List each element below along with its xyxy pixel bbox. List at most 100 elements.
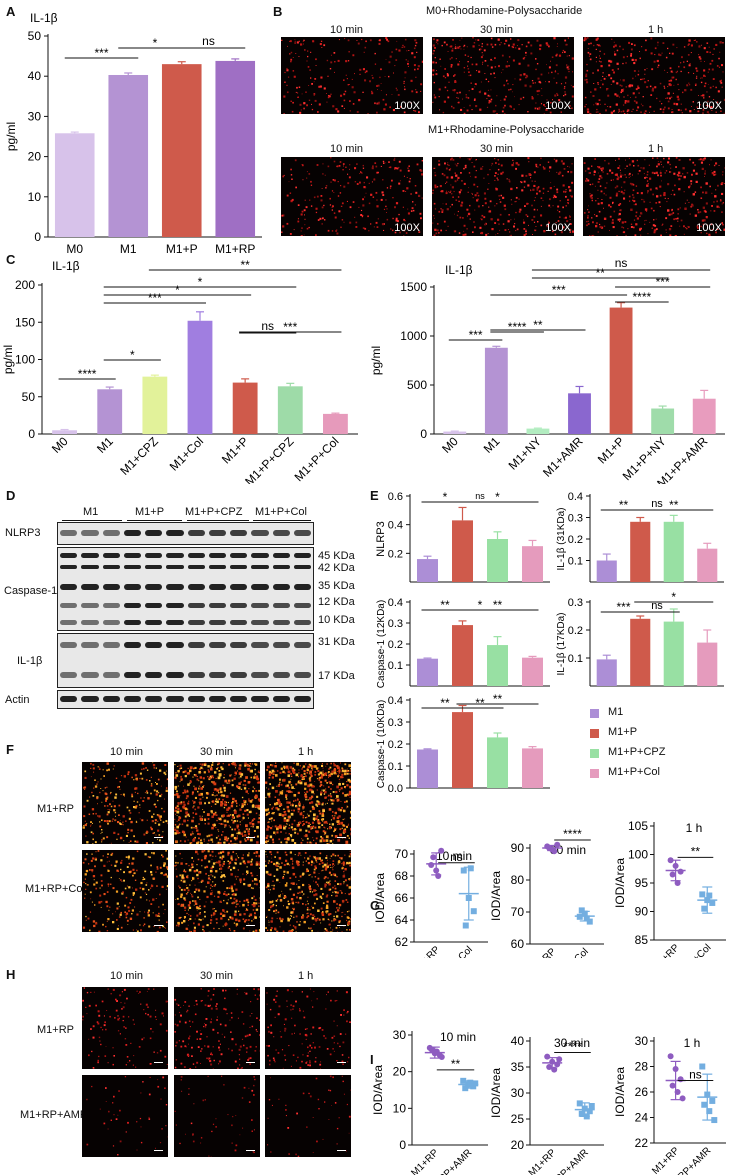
speckle — [295, 773, 299, 777]
speckle — [256, 835, 259, 838]
speckle — [193, 802, 195, 804]
speckle — [223, 789, 226, 792]
speckle — [441, 190, 444, 193]
speckle — [723, 98, 725, 101]
significance-label: *** — [552, 283, 566, 297]
speckle — [506, 178, 508, 180]
speckle — [179, 823, 181, 825]
speckle — [184, 791, 187, 794]
speckle — [672, 43, 675, 46]
speckle — [515, 200, 517, 203]
speckle — [221, 857, 223, 860]
speckle — [544, 106, 546, 107]
speckle — [528, 224, 529, 226]
speckle — [199, 763, 201, 765]
speckle — [156, 790, 159, 793]
speckle — [515, 167, 517, 170]
speckle — [146, 769, 149, 771]
speckle — [334, 815, 336, 817]
speckle — [212, 855, 214, 857]
speckle — [404, 71, 407, 74]
speckle — [361, 209, 363, 211]
speckle — [654, 47, 657, 50]
speckle — [238, 910, 240, 912]
speckle — [559, 171, 562, 174]
speckle — [587, 215, 589, 217]
speckle — [490, 98, 493, 101]
speckle — [326, 774, 327, 776]
speckle — [287, 768, 289, 770]
speckle — [480, 218, 482, 220]
speckle — [278, 794, 280, 796]
speckle — [500, 164, 503, 167]
speckle — [309, 810, 312, 813]
speckle — [392, 229, 394, 232]
speckle — [649, 105, 652, 108]
speckle — [694, 39, 696, 41]
speckle — [162, 855, 164, 858]
speckle — [457, 176, 460, 179]
speckle — [227, 853, 230, 856]
speckle — [265, 840, 267, 842]
speckle — [465, 164, 467, 167]
speckle — [182, 792, 185, 794]
speckle — [158, 919, 160, 921]
speckle — [259, 771, 260, 774]
speckle — [327, 96, 330, 99]
speckle — [233, 837, 236, 840]
data-point — [470, 908, 477, 915]
speckle — [583, 162, 586, 164]
speckle — [301, 227, 303, 229]
speckle — [635, 203, 637, 206]
speckle — [236, 832, 238, 835]
blot-band — [208, 672, 226, 678]
speckle — [229, 774, 232, 777]
speckle — [395, 202, 399, 205]
speckle — [336, 785, 339, 789]
speckle — [467, 55, 469, 57]
speckle — [447, 96, 450, 99]
blot-band — [123, 642, 141, 648]
speckle — [673, 172, 676, 175]
speckle — [403, 175, 405, 177]
speckle — [143, 917, 145, 919]
speckle — [305, 775, 307, 778]
speckle — [232, 821, 235, 824]
speckle — [592, 183, 594, 185]
speckle — [329, 826, 332, 829]
speckle — [83, 805, 86, 808]
speckle — [342, 862, 345, 865]
speckle — [482, 205, 484, 207]
speckle — [700, 161, 703, 164]
speckle — [309, 802, 312, 805]
speckle — [204, 819, 206, 821]
speckle — [597, 172, 599, 174]
speckle — [632, 184, 635, 186]
speckle — [158, 834, 161, 836]
speckle — [247, 793, 249, 795]
speckle — [625, 86, 628, 88]
speckle — [90, 762, 92, 765]
speckle — [458, 200, 460, 203]
speckle — [114, 811, 117, 814]
speckle — [633, 200, 636, 203]
speckle — [586, 81, 589, 84]
speckle — [716, 200, 718, 203]
speckle — [100, 859, 103, 862]
speckle — [175, 840, 178, 843]
speckle — [231, 859, 234, 861]
speckle — [593, 173, 596, 176]
speckle — [380, 83, 382, 84]
speckle — [308, 797, 312, 800]
speckle — [217, 764, 219, 766]
speckle — [227, 806, 231, 810]
speckle — [536, 39, 539, 42]
speckle — [434, 184, 437, 187]
speckle — [106, 813, 109, 816]
speckle — [341, 807, 343, 809]
speckle — [633, 100, 636, 102]
speckle — [669, 171, 672, 173]
speckle — [293, 762, 295, 764]
speckle — [593, 104, 595, 106]
speckle — [630, 53, 633, 55]
